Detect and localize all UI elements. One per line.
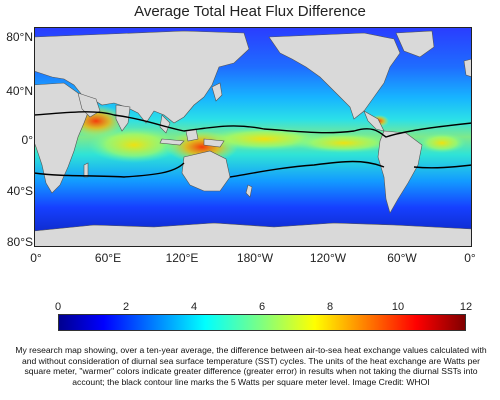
colorbar-tick-4: 4 bbox=[190, 301, 198, 313]
colorbar-tick-2: 2 bbox=[122, 301, 130, 313]
lon-label-120e: 120°E bbox=[165, 251, 199, 265]
contour-5w-line bbox=[34, 111, 472, 178]
eurasia-landmass bbox=[34, 30, 250, 124]
central-america-landmass bbox=[363, 110, 385, 132]
figure-caption: My research map showing, over a ten-year… bbox=[15, 345, 487, 387]
lon-label-180w: 180°W bbox=[236, 251, 274, 265]
heat-flux-map bbox=[34, 27, 472, 247]
indochina-landmass bbox=[159, 114, 171, 134]
lon-label-120w: 120°W bbox=[309, 251, 347, 265]
map-svg bbox=[34, 27, 472, 247]
indian-ocean-warm-region bbox=[88, 127, 180, 163]
colorbar-tick-0: 0 bbox=[54, 301, 62, 313]
tropical-atlantic-warm bbox=[418, 133, 466, 153]
western-europe-landmass bbox=[463, 58, 472, 78]
lon-label-60w: 60°W bbox=[387, 251, 417, 265]
madagascar-landmass bbox=[83, 162, 89, 178]
lat-label-40n: 40°N bbox=[6, 84, 33, 98]
lat-label-80s: 80°S bbox=[6, 235, 33, 249]
new-guinea-landmass bbox=[203, 138, 225, 148]
japan-landmass bbox=[211, 82, 223, 102]
sumatra-java-landmass bbox=[159, 138, 185, 146]
lat-label-equator: 0° bbox=[21, 133, 33, 147]
colorbar-tick-12: 12 bbox=[459, 301, 473, 313]
map-title: Average Total Heat Flux Difference bbox=[134, 3, 366, 20]
land-masses bbox=[34, 30, 472, 247]
south-america-landmass bbox=[377, 130, 423, 214]
lon-label-0: 0° bbox=[30, 251, 42, 265]
lon-label-0-end: 0° bbox=[464, 251, 476, 265]
colorbar-gradient bbox=[59, 315, 465, 330]
new-zealand-landmass bbox=[245, 184, 253, 198]
colorbar-tick-10: 10 bbox=[391, 301, 405, 313]
colorbar bbox=[58, 314, 466, 331]
australia-landmass bbox=[181, 150, 231, 192]
greenland-landmass bbox=[395, 30, 435, 58]
arabia-landmass bbox=[77, 92, 101, 118]
lon-label-60e: 60°E bbox=[94, 251, 122, 265]
colorbar-tick-8: 8 bbox=[326, 301, 334, 313]
north-america-landmass bbox=[268, 32, 401, 120]
antarctica-landmass bbox=[34, 222, 472, 247]
lat-label-40s: 40°S bbox=[6, 184, 33, 198]
colorbar-tick-6: 6 bbox=[258, 301, 266, 313]
india-landmass bbox=[115, 104, 131, 132]
map-frame bbox=[34, 27, 472, 247]
lat-label-80n: 80°N bbox=[6, 30, 33, 44]
east-pacific-warm-band bbox=[292, 133, 396, 153]
